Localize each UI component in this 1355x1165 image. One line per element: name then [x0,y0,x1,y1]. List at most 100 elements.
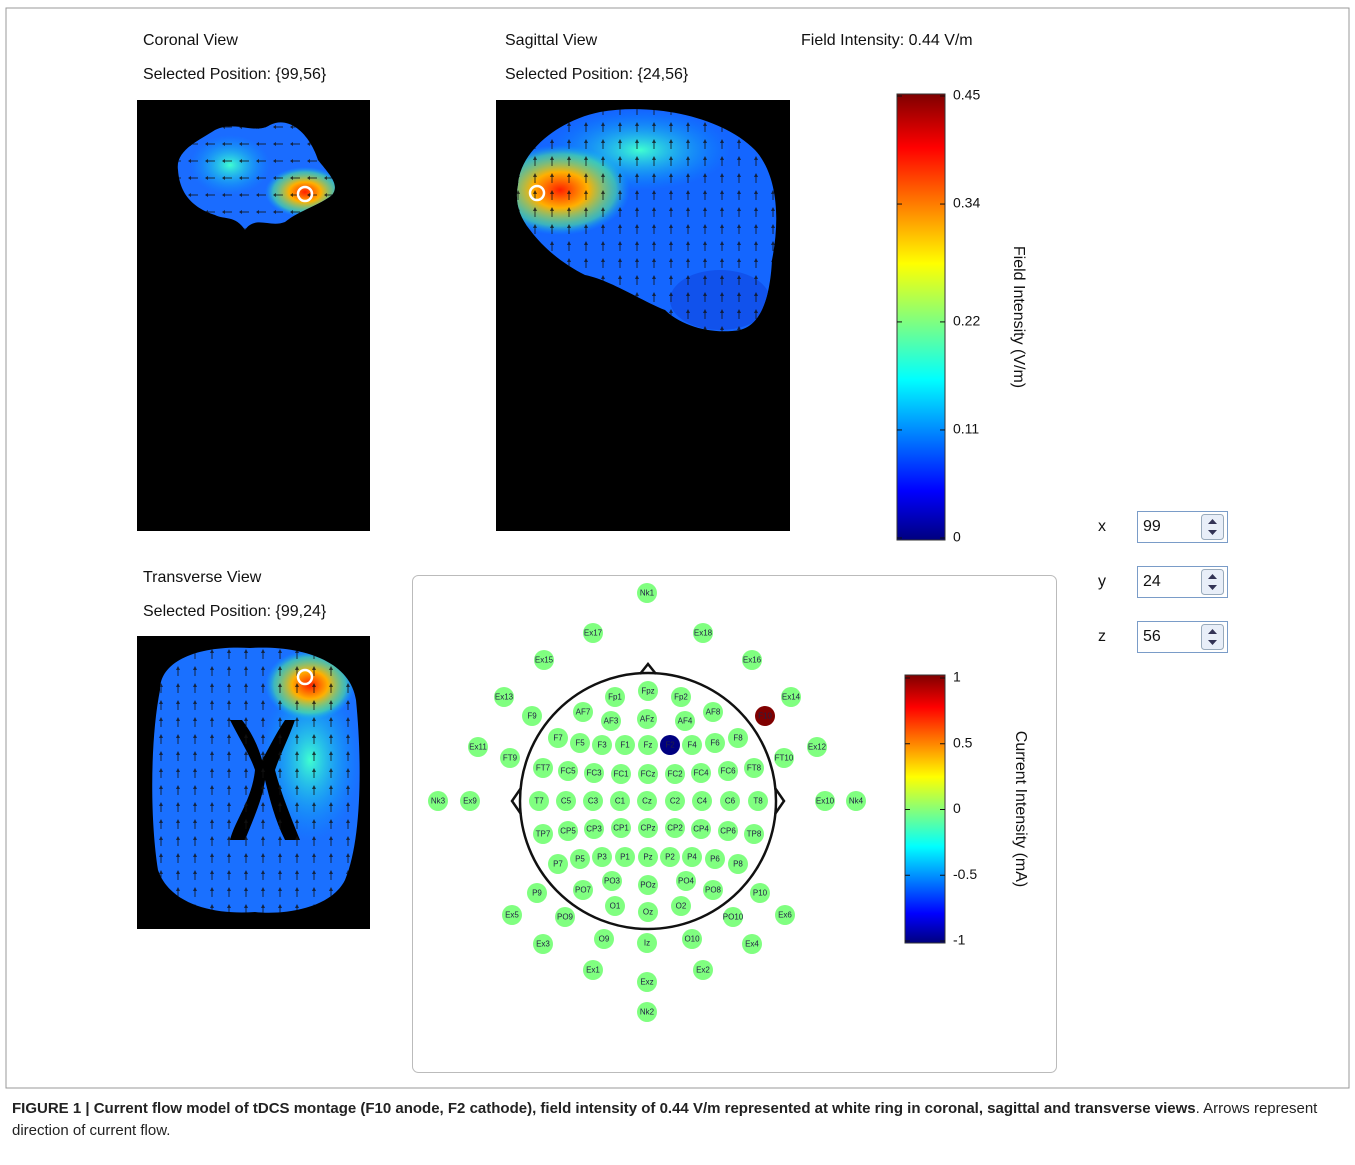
electrode-label: P3 [597,853,607,862]
electrode-label: Cz [642,797,652,806]
electrode-label: CP4 [693,825,709,834]
electrode-label: Iz [644,939,650,948]
transverse-brain [150,640,365,920]
page: {"coronal": {"title": "Coronal View", "p… [0,0,1355,1165]
electrode-label: P9 [532,889,542,898]
spinner[interactable] [1202,570,1224,595]
figure-caption: FIGURE 1 | Current flow model of tDCS mo… [12,1098,1347,1142]
electrode-label: F1 [620,741,630,750]
view-title: Transverse View [143,569,262,586]
view-title: Coronal View [143,32,238,49]
electrode-label: P10 [753,889,768,898]
electrode-label: F9 [527,712,537,721]
electrode-label: POz [640,881,656,890]
electrode-label: PO3 [604,877,621,886]
coordinate-value: 56 [1143,628,1161,645]
electrode-label: P2 [665,853,675,862]
electrode-label: FC4 [693,769,709,778]
electrode-label: Fp1 [608,693,622,702]
electrode-label: C6 [725,797,736,806]
electrode-label: AFz [640,715,654,724]
electrode-label: Ex17 [584,629,603,638]
electrode-label: CP1 [613,824,629,833]
electrode-label: P7 [553,860,563,869]
electrode-label: FT7 [536,764,551,773]
electrode-label: PO10 [723,913,744,922]
electrode-label: AF3 [604,717,619,726]
electrode-label: CPz [640,824,655,833]
electrode-label: Oz [643,908,653,917]
colorbar-label: Current Intensity (mA) [1012,731,1029,887]
colorbar-tick-label: 0.11 [953,421,979,437]
colorbar-tick-label: 0.45 [953,87,980,103]
electrode-label: Nk2 [640,1008,655,1017]
electrode-label: FT9 [503,754,518,763]
coordinate-value: 24 [1143,573,1161,590]
electrode-label: PO8 [705,886,722,895]
coordinate-inputs: x99y24z56 [1098,512,1228,653]
electrode-label: AF7 [576,708,591,717]
coordinate-value: 99 [1143,518,1161,535]
electrode-label: F10 [758,712,772,721]
colorbar-tick-label: 0 [953,800,961,816]
electrode-label: F4 [687,741,697,750]
electrode-label: F3 [597,741,607,750]
electrode-label: FT8 [747,764,762,773]
selected-position: Selected Position: {99,56} [143,66,327,83]
caption-bold: FIGURE 1 | Current flow model of tDCS mo… [12,1100,1196,1117]
coordinate-label: y [1098,573,1106,590]
electrode-label: Ex14 [782,693,801,702]
electrode-label: Fp2 [674,693,688,702]
electrode-label: C1 [615,797,626,806]
electrode-label: C3 [588,797,599,806]
selected-position: Selected Position: {24,56} [505,66,689,83]
spinner[interactable] [1202,515,1224,540]
electrode-label: Nk1 [640,589,655,598]
spinner[interactable] [1202,625,1224,650]
view-title: Sagittal View [505,32,598,49]
electrode-label: C5 [561,797,572,806]
field-colorbar [897,94,945,540]
current-colorbar [905,675,945,943]
electrode-label: CP2 [667,824,683,833]
electrode-label: Fpz [641,687,654,696]
colorbar-tick-label: 0.22 [953,313,980,329]
electrode-label: FT10 [775,754,794,763]
electrode-label: Ex2 [696,966,710,975]
electrode-label: FCz [641,770,656,779]
electrode-label: TP8 [747,830,762,839]
electrode-label: PO9 [557,913,574,922]
electrode-label: P8 [733,860,743,869]
electrode-label: C2 [670,797,681,806]
colorbar-tick-label: -0.5 [953,866,977,882]
electrode-label: Ex15 [535,656,554,665]
electrode-label: O9 [599,935,610,944]
figure: Coronal View Selected Position: {99,56} … [0,0,1355,1090]
electrode-label: Ex4 [745,940,759,949]
electrode-label: PO4 [678,877,695,886]
electrode-label: Ex12 [808,743,827,752]
electrode-label: Ex13 [495,693,514,702]
electrode-label: O2 [676,902,687,911]
electrode-label: Ex9 [463,797,477,806]
electrode-label: F6 [710,739,720,748]
electrode-label: F5 [575,739,585,748]
electrode-label: T7 [534,797,544,806]
electrode-label: Ex11 [469,743,487,752]
coordinate-label: z [1098,628,1106,645]
electrode-label: P4 [687,853,697,862]
electrode-label: O10 [684,935,700,944]
electrode-label: Ex1 [586,966,600,975]
field-intensity: Field Intensity: 0.44 V/m [801,32,973,49]
electrode-label: Exz [640,978,653,987]
colorbar-tick-label: -1 [953,932,966,948]
colorbar-label: Field Intensity (V/m) [1010,246,1027,388]
electrode-label: FC5 [560,767,576,776]
electrode-label: FC6 [720,767,736,776]
selected-position: Selected Position: {99,24} [143,603,327,620]
electrode-label: F7 [553,734,563,743]
electrode-label: AF4 [678,717,693,726]
colorbar-tick-label: 0.34 [953,195,980,211]
electrode-label: Nk4 [849,797,864,806]
electrode-label: CP5 [560,827,576,836]
